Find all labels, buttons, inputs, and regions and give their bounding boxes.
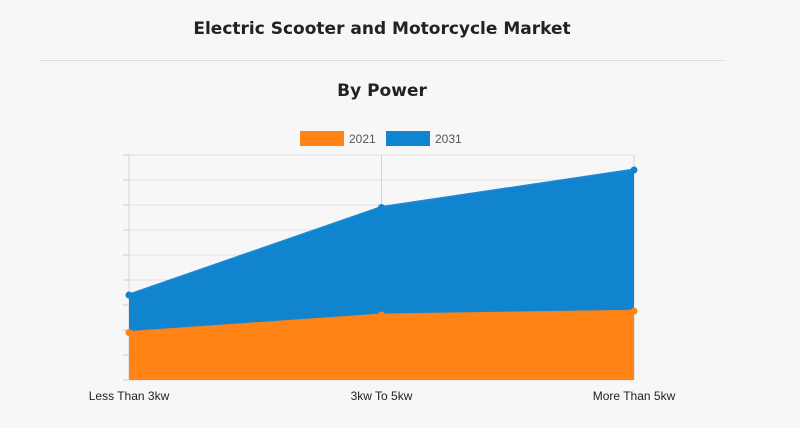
- x-tick-label: Less Than 3kw: [89, 389, 170, 403]
- chart-subtitle: By Power: [337, 81, 427, 101]
- data-point-2021: [125, 329, 133, 336]
- data-point-2031: [630, 166, 638, 174]
- title-divider: [40, 60, 725, 61]
- series-areas: [128, 168, 635, 380]
- x-axis-ticks: Less Than 3kw 3kw To 5kw More Than 5kw: [89, 389, 676, 403]
- area-series-2021: [129, 311, 634, 380]
- legend-label-2021: 2021: [349, 132, 376, 146]
- legend-swatch-2031[interactable]: [386, 131, 430, 146]
- page-title: Electric Scooter and Motorcycle Market: [193, 19, 571, 39]
- data-point-2031: [378, 204, 385, 211]
- x-tick-label: More Than 5kw: [593, 389, 676, 403]
- legend: 2021 2031: [300, 131, 462, 146]
- x-tick-label: 3kw To 5kw: [351, 389, 413, 403]
- data-point-2021: [630, 307, 638, 315]
- data-point-2031: [125, 291, 133, 299]
- legend-label-2031: 2031: [435, 132, 462, 146]
- legend-swatch-2021[interactable]: [300, 131, 344, 146]
- data-point-2021: [378, 311, 385, 319]
- series-points: [125, 166, 638, 336]
